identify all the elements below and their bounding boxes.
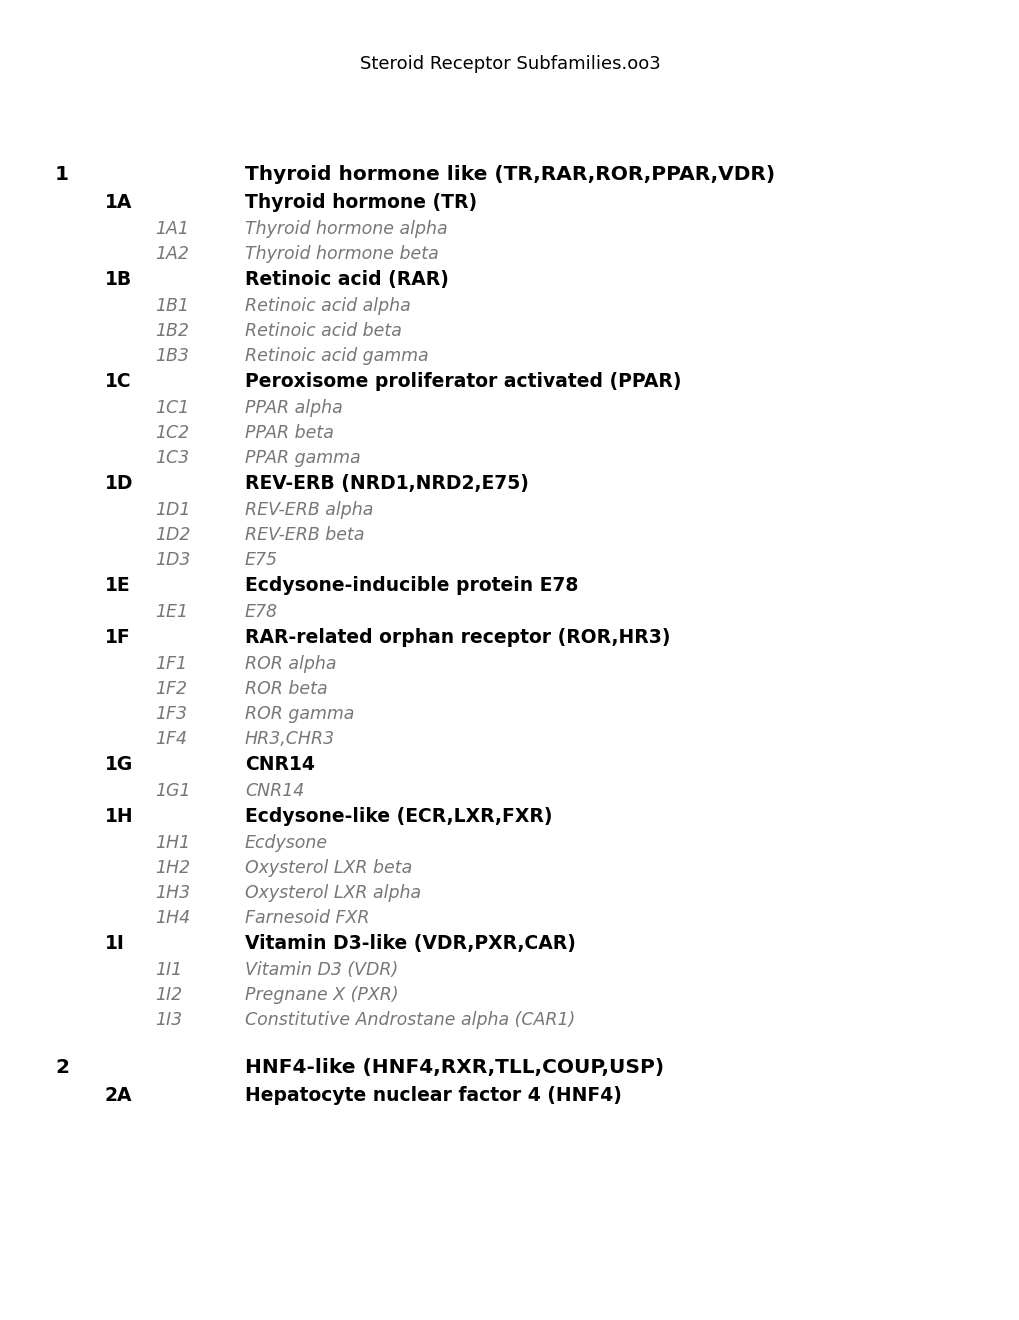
Text: Constitutive Androstane alpha (CAR1): Constitutive Androstane alpha (CAR1) [245, 1011, 575, 1030]
Text: Thyroid hormone (TR): Thyroid hormone (TR) [245, 193, 477, 213]
Text: Pregnane X (PXR): Pregnane X (PXR) [245, 986, 398, 1005]
Text: E78: E78 [245, 603, 278, 620]
Text: PPAR beta: PPAR beta [245, 424, 333, 442]
Text: 1I1: 1I1 [155, 961, 182, 979]
Text: 1F1: 1F1 [155, 655, 186, 673]
Text: CNR14: CNR14 [245, 755, 315, 774]
Text: 1H3: 1H3 [155, 884, 190, 902]
Text: 1A2: 1A2 [155, 246, 189, 263]
Text: RAR-related orphan receptor (ROR,HR3): RAR-related orphan receptor (ROR,HR3) [245, 628, 669, 647]
Text: Ecdysone-inducible protein E78: Ecdysone-inducible protein E78 [245, 576, 578, 595]
Text: Peroxisome proliferator activated (PPAR): Peroxisome proliferator activated (PPAR) [245, 372, 681, 391]
Text: 1C: 1C [105, 372, 131, 391]
Text: 1I3: 1I3 [155, 1011, 182, 1030]
Text: PPAR alpha: PPAR alpha [245, 399, 342, 417]
Text: Ecdysone-like (ECR,LXR,FXR): Ecdysone-like (ECR,LXR,FXR) [245, 807, 552, 826]
Text: 1D1: 1D1 [155, 502, 191, 519]
Text: 1B1: 1B1 [155, 297, 189, 315]
Text: 1F3: 1F3 [155, 705, 186, 723]
Text: Vitamin D3-like (VDR,PXR,CAR): Vitamin D3-like (VDR,PXR,CAR) [245, 935, 576, 953]
Text: 1D3: 1D3 [155, 550, 191, 569]
Text: 1B: 1B [105, 271, 132, 289]
Text: 1H: 1H [105, 807, 133, 826]
Text: CNR14: CNR14 [245, 781, 304, 800]
Text: 1B2: 1B2 [155, 322, 189, 341]
Text: 1B3: 1B3 [155, 347, 189, 366]
Text: 1C3: 1C3 [155, 449, 189, 467]
Text: 1I: 1I [105, 935, 124, 953]
Text: 1F: 1F [105, 628, 130, 647]
Text: 1G1: 1G1 [155, 781, 191, 800]
Text: ROR beta: ROR beta [245, 680, 327, 698]
Text: HR3,CHR3: HR3,CHR3 [245, 730, 335, 748]
Text: 1H4: 1H4 [155, 909, 190, 927]
Text: 1F2: 1F2 [155, 680, 186, 698]
Text: 1E1: 1E1 [155, 603, 187, 620]
Text: Retinoic acid gamma: Retinoic acid gamma [245, 347, 428, 366]
Text: REV-ERB (NRD1,NRD2,E75): REV-ERB (NRD1,NRD2,E75) [245, 474, 529, 492]
Text: 1H2: 1H2 [155, 859, 190, 876]
Text: 1F4: 1F4 [155, 730, 186, 748]
Text: Thyroid hormone beta: Thyroid hormone beta [245, 246, 438, 263]
Text: 1: 1 [55, 165, 69, 183]
Text: Vitamin D3 (VDR): Vitamin D3 (VDR) [245, 961, 397, 979]
Text: Farnesoid FXR: Farnesoid FXR [245, 909, 369, 927]
Text: PPAR gamma: PPAR gamma [245, 449, 361, 467]
Text: 1A: 1A [105, 193, 132, 213]
Text: REV-ERB alpha: REV-ERB alpha [245, 502, 373, 519]
Text: Retinoic acid beta: Retinoic acid beta [245, 322, 401, 341]
Text: E75: E75 [245, 550, 278, 569]
Text: 1E: 1E [105, 576, 130, 595]
Text: Steroid Receptor Subfamilies.oo3: Steroid Receptor Subfamilies.oo3 [360, 55, 659, 73]
Text: ROR gamma: ROR gamma [245, 705, 354, 723]
Text: Oxysterol LXR beta: Oxysterol LXR beta [245, 859, 412, 876]
Text: REV-ERB beta: REV-ERB beta [245, 525, 364, 544]
Text: 1C2: 1C2 [155, 424, 189, 442]
Text: Ecdysone: Ecdysone [245, 834, 328, 851]
Text: ROR alpha: ROR alpha [245, 655, 336, 673]
Text: 1A1: 1A1 [155, 220, 189, 238]
Text: 1H1: 1H1 [155, 834, 190, 851]
Text: 2A: 2A [105, 1086, 132, 1105]
Text: 1I2: 1I2 [155, 986, 182, 1005]
Text: 1D2: 1D2 [155, 525, 191, 544]
Text: Hepatocyte nuclear factor 4 (HNF4): Hepatocyte nuclear factor 4 (HNF4) [245, 1086, 622, 1105]
Text: 1D: 1D [105, 474, 133, 492]
Text: Thyroid hormone alpha: Thyroid hormone alpha [245, 220, 447, 238]
Text: Retinoic acid alpha: Retinoic acid alpha [245, 297, 411, 315]
Text: HNF4-like (HNF4,RXR,TLL,COUP,USP): HNF4-like (HNF4,RXR,TLL,COUP,USP) [245, 1059, 663, 1077]
Text: Retinoic acid (RAR): Retinoic acid (RAR) [245, 271, 448, 289]
Text: Oxysterol LXR alpha: Oxysterol LXR alpha [245, 884, 421, 902]
Text: 2: 2 [55, 1059, 69, 1077]
Text: 1G: 1G [105, 755, 133, 774]
Text: Thyroid hormone like (TR,RAR,ROR,PPAR,VDR): Thyroid hormone like (TR,RAR,ROR,PPAR,VD… [245, 165, 774, 183]
Text: 1C1: 1C1 [155, 399, 189, 417]
